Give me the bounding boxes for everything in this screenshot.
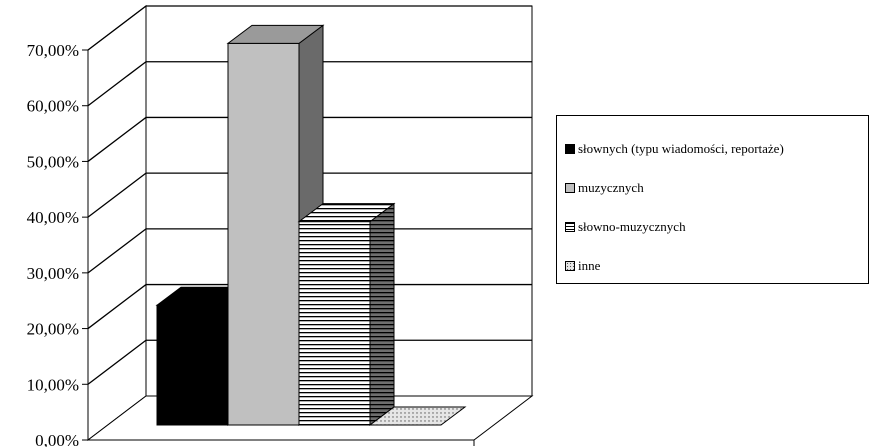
- y-tick-label: 0,00%: [35, 431, 79, 447]
- bar-front: [298, 221, 371, 426]
- gridline: [87, 228, 532, 274]
- legend-label: słownych (typu wiadomości, reportaże): [578, 141, 784, 156]
- bar: [297, 202, 396, 426]
- bar-front: [156, 304, 229, 426]
- y-tick-label: 60,00%: [27, 97, 79, 116]
- bar-front: [227, 42, 300, 426]
- legend-swatch: [565, 261, 575, 271]
- gridline: [87, 339, 532, 385]
- legend-item: słownych (typu wiadomości, reportaże): [565, 141, 784, 157]
- legend-swatch: [565, 183, 575, 193]
- gridlines: [87, 5, 532, 385]
- y-tick-label: 70,00%: [27, 41, 79, 60]
- gridline: [87, 283, 532, 330]
- y-axis: [82, 49, 475, 446]
- y-tick-label: 40,00%: [27, 208, 79, 227]
- gridline: [87, 172, 532, 218]
- bars: [155, 24, 467, 426]
- bar-top: [226, 24, 325, 44]
- legend-swatch: [565, 222, 575, 232]
- legend-swatch: [565, 144, 575, 154]
- gridline: [87, 5, 532, 51]
- bar: [368, 406, 467, 426]
- legend-item: słowno-muzycznych: [565, 219, 686, 235]
- legend-label: muzycznych: [578, 180, 644, 195]
- gridline: [87, 116, 532, 162]
- bar-top: [368, 406, 467, 426]
- legend-item: inne: [565, 258, 600, 274]
- y-tick-label: 50,00%: [27, 152, 79, 171]
- y-tick-label: 10,00%: [27, 375, 79, 394]
- bar-side: [369, 202, 395, 426]
- legend-label: inne: [578, 258, 601, 273]
- y-tick-labels: 0,00% 10,00% 20,00% 30,00% 40,00% 50,00% 60,00…: [27, 41, 79, 447]
- y-tick-label: 30,00%: [27, 264, 79, 283]
- left-wall: [87, 4, 147, 442]
- legend: słownych (typu wiadomości, reportaże) mu…: [556, 115, 869, 284]
- gridline: [87, 61, 532, 107]
- legend-label: słowno-muzycznych: [578, 219, 686, 234]
- bar-top: [297, 203, 396, 223]
- y-tick-label: 20,00%: [27, 320, 79, 339]
- legend-item: muzycznych: [565, 180, 644, 196]
